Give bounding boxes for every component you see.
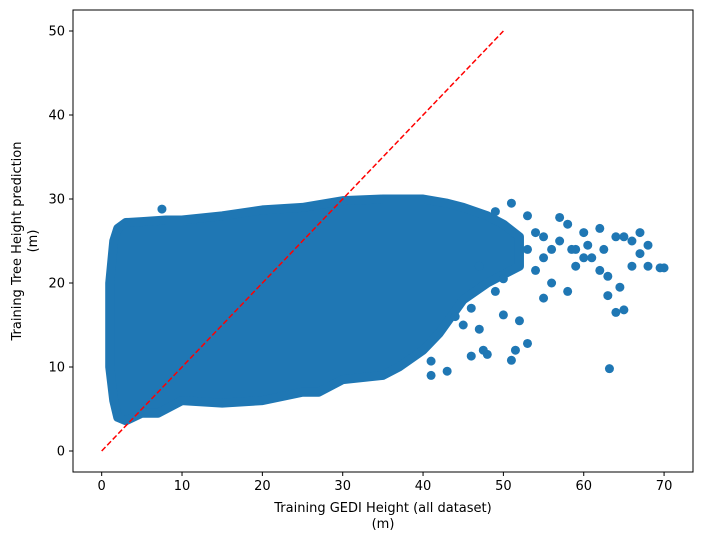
data-point xyxy=(635,228,645,238)
data-point xyxy=(490,207,500,217)
data-point xyxy=(506,198,516,208)
x-tick-label: 30 xyxy=(334,479,351,494)
dense-point-cloud xyxy=(105,194,524,426)
y-axis-label: Training Tree Height prediction xyxy=(10,142,25,342)
data-point xyxy=(531,228,541,238)
x-tick-label: 0 xyxy=(98,479,106,494)
x-tick-label: 40 xyxy=(415,479,432,494)
data-point xyxy=(583,240,593,250)
plot-marks xyxy=(101,30,669,452)
data-point xyxy=(587,253,597,263)
y-tick-label: 10 xyxy=(48,361,65,376)
data-point xyxy=(498,274,508,284)
x-tick-label: 50 xyxy=(495,479,512,494)
data-point xyxy=(579,253,589,263)
reference-line xyxy=(101,30,504,452)
data-point xyxy=(659,263,669,273)
axes-frame xyxy=(72,9,694,473)
data-point xyxy=(478,345,488,355)
data-point xyxy=(563,219,573,229)
data-point xyxy=(474,324,484,334)
data-point xyxy=(599,244,609,254)
y-tick-label: 0 xyxy=(57,445,65,460)
data-point xyxy=(498,310,508,320)
y-tick-label: 50 xyxy=(48,25,65,40)
x-tick-label: 60 xyxy=(575,479,592,494)
data-point xyxy=(555,212,565,222)
data-point xyxy=(466,303,476,313)
data-point xyxy=(522,211,532,221)
data-point xyxy=(539,232,549,242)
data-point xyxy=(579,228,589,238)
y-tick-label: 40 xyxy=(48,109,65,124)
x-tick-label: 70 xyxy=(656,479,673,494)
data-point xyxy=(442,366,452,376)
data-point xyxy=(595,223,605,233)
data-point xyxy=(604,364,614,374)
data-point xyxy=(547,278,557,288)
data-point xyxy=(522,244,532,254)
data-point xyxy=(643,261,653,271)
data-point xyxy=(555,236,565,246)
y-tick-label: 20 xyxy=(48,277,65,292)
data-point xyxy=(426,356,436,366)
data-point xyxy=(603,291,613,301)
data-point xyxy=(474,261,484,271)
data-point xyxy=(627,236,637,246)
x-axis-ticks: 0 10 20 30 40 50 60 70 xyxy=(98,472,673,494)
data-point xyxy=(563,286,573,296)
data-point xyxy=(603,271,613,281)
y-axis-ticks: 0 10 20 30 40 50 xyxy=(48,25,73,460)
data-point xyxy=(619,232,629,242)
data-point xyxy=(426,370,436,380)
data-point xyxy=(547,244,557,254)
data-point xyxy=(539,293,549,303)
y-axis-unit: (m) xyxy=(26,230,41,253)
data-point xyxy=(611,307,621,317)
data-point xyxy=(514,316,524,326)
data-point xyxy=(635,249,645,259)
data-point xyxy=(490,286,500,296)
data-point xyxy=(458,320,468,330)
data-point xyxy=(627,261,637,271)
data-point xyxy=(510,345,520,355)
data-point xyxy=(619,305,629,315)
data-point xyxy=(615,282,625,292)
x-axis-label: Training GEDI Height (all dataset) xyxy=(273,501,491,516)
y-tick-label: 30 xyxy=(48,193,65,208)
data-point xyxy=(567,244,577,254)
data-point xyxy=(595,265,605,275)
data-point xyxy=(506,355,516,365)
x-tick-label: 20 xyxy=(254,479,271,494)
data-point xyxy=(539,253,549,263)
data-point xyxy=(522,338,532,348)
data-point xyxy=(643,240,653,250)
x-axis-unit: (m) xyxy=(372,517,395,532)
x-tick-label: 10 xyxy=(174,479,191,494)
data-point xyxy=(611,232,621,242)
data-point xyxy=(571,261,581,271)
data-point xyxy=(450,312,460,322)
data-point xyxy=(466,351,476,361)
data-point xyxy=(531,265,541,275)
data-point xyxy=(157,204,167,214)
